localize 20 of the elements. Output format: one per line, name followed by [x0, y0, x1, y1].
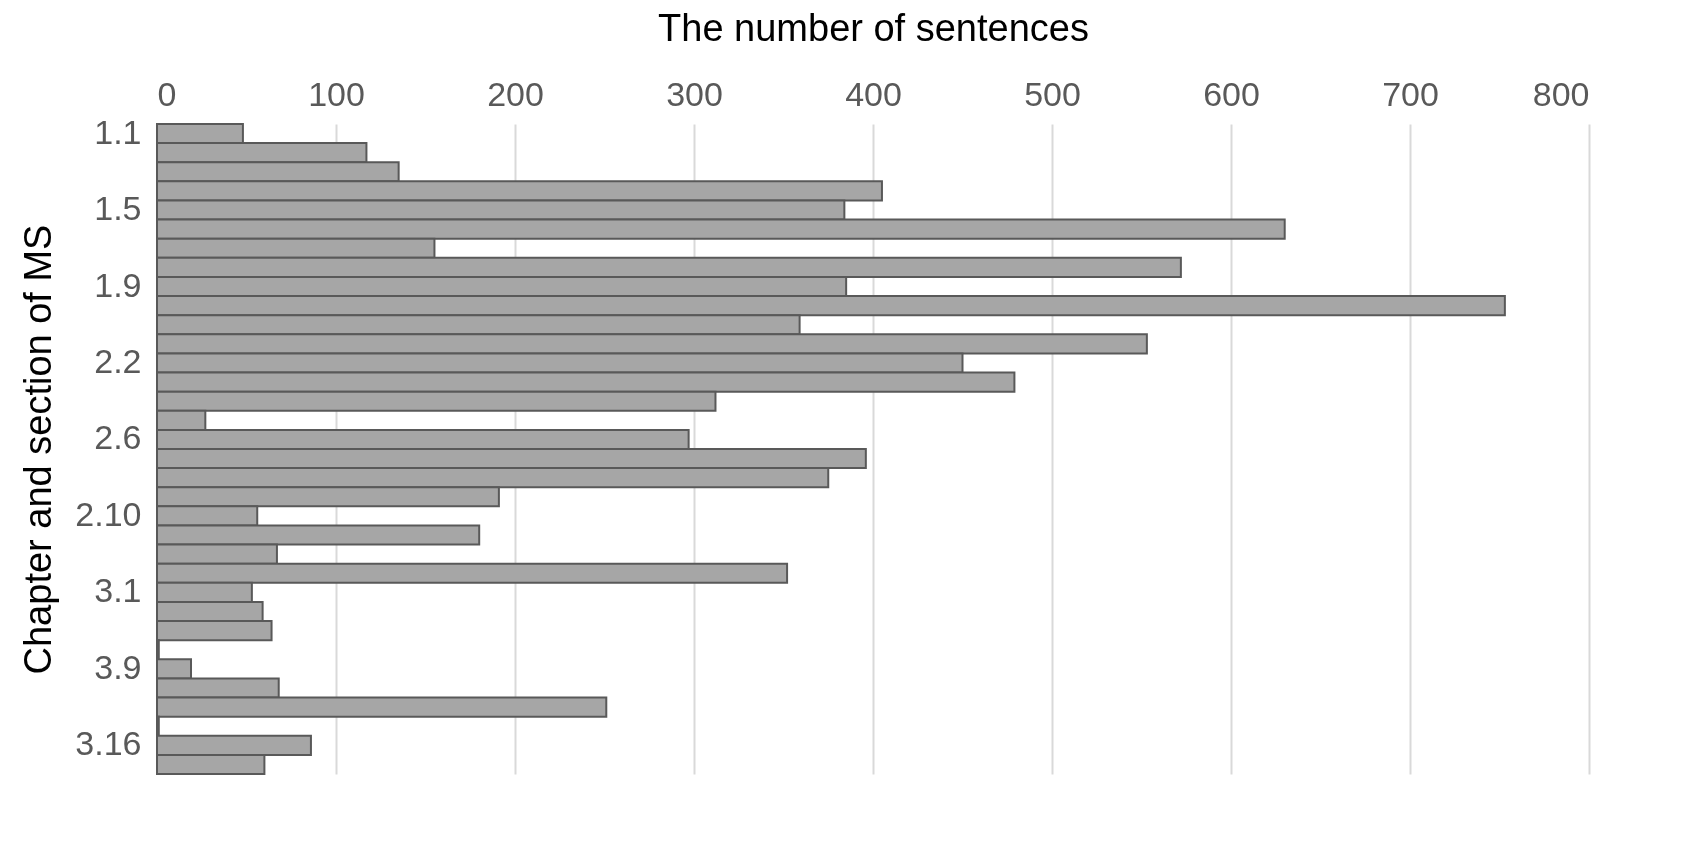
y-tick-label: 1.9 [94, 265, 142, 304]
y-tick-label: 3.9 [94, 647, 142, 686]
y-tick-label: 3.16 [75, 724, 142, 763]
y-tick-label: 2.10 [75, 494, 142, 533]
y-tick-label: 1.1 [94, 112, 142, 151]
x-tick-label: 100 [308, 74, 365, 113]
y-tick-label: 3.1 [94, 571, 142, 610]
x-tick-label: 600 [1203, 74, 1260, 113]
y-tick-label: 2.6 [94, 418, 142, 457]
x-tick-label: 300 [666, 74, 723, 113]
x-axis-title: The number of sentences [658, 6, 1089, 49]
x-tick-label: 200 [487, 74, 544, 113]
x-tick-label: 0 [157, 74, 177, 113]
x-tick-label: 700 [1382, 74, 1439, 113]
y-axis-title: Chapter and section of MS [17, 224, 60, 675]
y-tick-label: 2.2 [94, 341, 142, 380]
x-tick-label: 400 [845, 74, 902, 113]
x-tick-label: 500 [1024, 74, 1081, 113]
y-tick-label: 1.5 [94, 189, 142, 228]
x-tick-label: 800 [1532, 74, 1590, 113]
